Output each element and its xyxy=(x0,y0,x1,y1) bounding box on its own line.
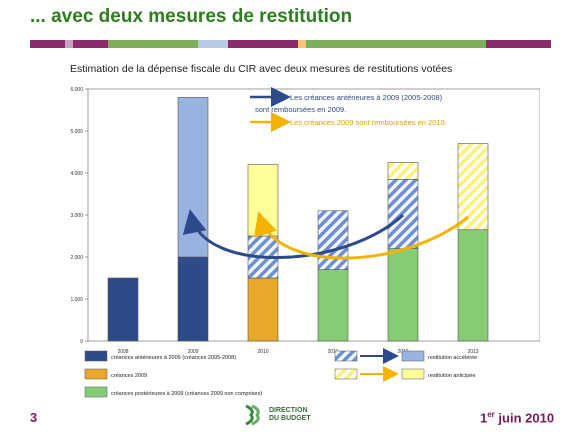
bar-segment xyxy=(387,248,419,342)
bar-segment xyxy=(387,179,419,249)
bar-segment xyxy=(387,162,419,180)
logo: DIRECTION DU BUDGET xyxy=(243,404,311,426)
slide-title: ... avec deux mesures de restitution xyxy=(30,6,353,27)
legend-label: restitution accélérée xyxy=(428,355,477,361)
legend-swatch xyxy=(401,368,425,380)
bar-segment xyxy=(107,277,139,342)
x-tick-label: 2013 xyxy=(467,349,478,355)
legend-swatch xyxy=(84,350,108,362)
blue-annotation-line2: sont remboursées en 2009. xyxy=(255,105,346,114)
logo-line1: DIRECTION xyxy=(269,407,308,414)
y-tick-label: 0 xyxy=(80,339,83,345)
legend-label: créances antérieures à 2009 (créances 20… xyxy=(111,355,236,361)
page-number: 3 xyxy=(30,410,38,425)
y-tick-label: 3.000 xyxy=(70,213,83,219)
bar-segment xyxy=(177,97,209,258)
legend-label: restitution anticipée xyxy=(428,373,475,379)
bar-segment xyxy=(177,256,209,342)
band-segment xyxy=(73,40,108,48)
legend-swatch xyxy=(84,368,108,380)
chart: 0 1.000 2.000 3.000 4.000 5.000 6.000 2008 2009… xyxy=(70,87,540,398)
blue-annotation-line1: Les créances antérieures à 2009 (2005-20… xyxy=(290,93,443,102)
legend-hatch-yellow xyxy=(334,368,358,380)
band-segment xyxy=(198,40,228,48)
chart-title: Estimation de la dépense fiscale du CIR … xyxy=(70,63,453,75)
legend-label: créances postérieures à 2009 (créances 2… xyxy=(111,391,262,397)
band-segment xyxy=(486,40,551,48)
y-tick-label: 1.000 xyxy=(70,297,83,303)
y-tick-label: 2.000 xyxy=(70,255,83,261)
color-band xyxy=(30,40,551,48)
legend-swatch xyxy=(401,350,425,362)
yellow-curved-arrow xyxy=(254,211,469,260)
band-segment xyxy=(108,40,198,48)
slide-date: 1er juin 2010 xyxy=(480,410,554,425)
bar-segment xyxy=(457,229,489,342)
legend-swatch xyxy=(84,386,108,398)
y-tick-label: 5.000 xyxy=(70,129,83,135)
date-prefix: 1 xyxy=(480,410,488,426)
yellow-annotation-line: Les créances 2009 sont remboursées en 20… xyxy=(290,118,447,127)
bar-segment xyxy=(317,210,349,270)
legend-label: créances 2009 xyxy=(111,373,147,379)
band-segment xyxy=(306,40,486,48)
y-tick-label: 4.000 xyxy=(70,171,83,177)
band-segment xyxy=(228,40,298,48)
x-tick-label: 2008 xyxy=(117,349,128,355)
bar-segment xyxy=(457,143,489,230)
bar-segment xyxy=(317,269,349,342)
band-segment xyxy=(30,40,65,48)
x-tick-label: 2009 xyxy=(187,349,198,355)
blue-curved-arrow xyxy=(182,209,405,259)
x-tick-label: 2010 xyxy=(257,349,268,355)
band-segment xyxy=(65,40,73,48)
date-suffix: juin 2010 xyxy=(494,410,555,426)
band-segment xyxy=(298,40,306,48)
date-sup: er xyxy=(487,410,495,419)
bar-segment xyxy=(247,277,279,342)
y-tick-label: 6.000 xyxy=(70,87,83,93)
legend-hatch-blue xyxy=(334,350,358,362)
direction-du-budget-logo-icon xyxy=(245,404,260,426)
x-tick-label: 2011 xyxy=(328,349,339,355)
logo-line2: DU BUDGET xyxy=(269,415,311,422)
